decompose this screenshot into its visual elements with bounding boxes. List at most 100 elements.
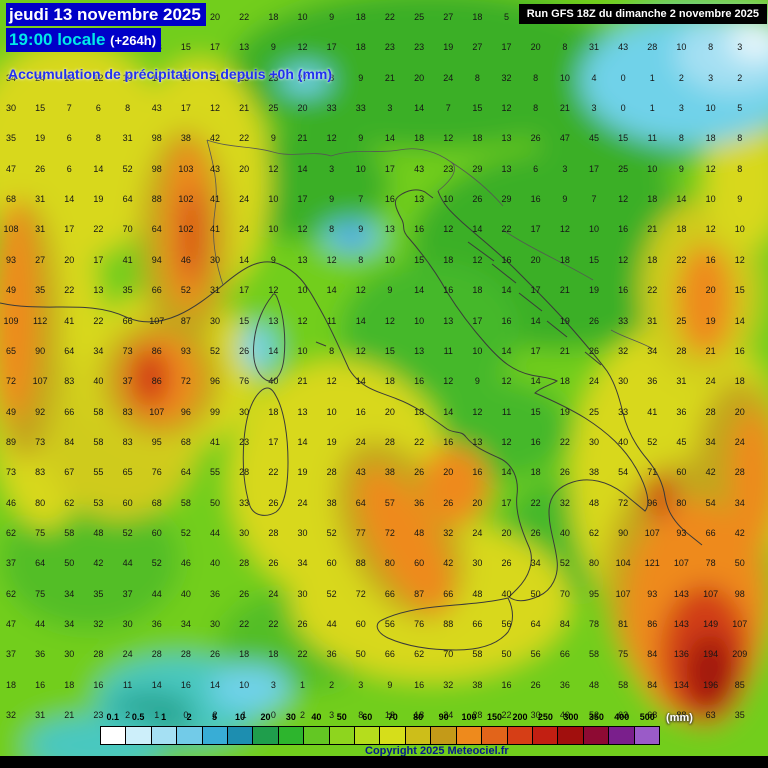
legend-tick-label: 400 (614, 712, 630, 722)
precip-value: 6 (95, 103, 101, 114)
legend-color-cell (558, 727, 584, 744)
precip-value: 20 (734, 406, 745, 417)
precip-value: 33 (239, 497, 250, 508)
precip-value: 41 (122, 254, 133, 265)
precip-value: 22 (297, 649, 308, 660)
precip-value: 14 (151, 679, 162, 690)
precip-value: 45 (588, 133, 600, 144)
precip-value: 34 (5, 72, 17, 83)
precip-value: 11 (443, 345, 453, 356)
precip-value: 15 (530, 406, 541, 417)
precip-value: 12 (501, 376, 512, 387)
precip-value: 24 (35, 72, 46, 83)
precip-value: 3 (329, 710, 335, 721)
precip-value: 16 (443, 436, 454, 447)
legend-tick-label: 90 (438, 712, 449, 722)
precip-value: 47 (5, 163, 17, 174)
precip-value: 17 (530, 224, 541, 235)
precip-value: 12 (559, 224, 570, 235)
precip-value: 53 (93, 497, 104, 508)
precip-value: 22 (414, 436, 425, 447)
legend-tick-label: 0.1 (106, 712, 119, 722)
precip-value: 15 (588, 254, 600, 265)
precip-value: 12 (326, 254, 337, 265)
precip-value: 28 (93, 649, 104, 660)
precip-value: 22 (501, 224, 512, 235)
precip-value: 24 (239, 194, 250, 205)
precip-value: 28 (676, 345, 687, 356)
precip-value: 18 (268, 406, 279, 417)
precip-value: 18 (239, 649, 250, 660)
legend-color-cell (151, 727, 178, 744)
legend-unit-label: (mm) (666, 712, 693, 724)
precip-value: 96 (647, 497, 658, 508)
precip-value: 16 (705, 254, 716, 265)
legend-color-cell (583, 727, 610, 744)
precip-value: 70 (443, 649, 454, 660)
precip-value: 30 (5, 103, 17, 114)
precip-value: 10 (734, 224, 745, 235)
precip-value: 67 (64, 467, 75, 478)
precip-value: 31 (35, 194, 46, 205)
precip-value: 50 (210, 497, 221, 508)
precip-value: 28 (268, 527, 279, 538)
precip-value: 8 (533, 103, 539, 114)
precip-value: 8 (358, 710, 364, 721)
precip-value: 12 (297, 315, 308, 326)
precip-value: 17 (239, 285, 250, 296)
precip-value: 0 (183, 710, 189, 721)
precip-value: 84 (559, 619, 570, 629)
precip-value: 8 (737, 163, 743, 174)
precip-value: 112 (32, 315, 48, 326)
precip-value: 60 (122, 497, 133, 508)
copyright-label: Copyright 2025 Meteociel.fr (365, 745, 509, 757)
precip-value: 14 (443, 406, 454, 417)
precip-value: 76 (239, 376, 250, 387)
precip-value: 11 (122, 679, 133, 690)
precip-value: 64 (122, 194, 133, 205)
precip-value: 0 (620, 103, 626, 114)
precip-value: 24 (443, 710, 454, 721)
precip-value: 18 (530, 467, 541, 478)
precip-value: 2 (299, 710, 306, 721)
precip-value: 14 (501, 467, 512, 478)
precip-value: 6 (533, 163, 539, 174)
precip-value: 18 (5, 679, 17, 690)
precip-value: 20 (501, 527, 512, 538)
precip-value: 12 (355, 345, 366, 356)
precip-value: 9 (474, 376, 480, 387)
precip-value: 26 (530, 133, 541, 144)
precip-value: 18 (384, 376, 395, 387)
precip-value: 30 (239, 406, 250, 417)
precip-value: 21 (297, 133, 308, 144)
precip-value: 3 (562, 163, 568, 174)
precip-value: 56 (384, 619, 395, 629)
precip-value: 48 (414, 527, 425, 538)
precip-value: 3 (387, 103, 393, 114)
precip-value: 107 (673, 558, 689, 569)
precip-value: 26 (414, 467, 425, 478)
precip-value: 11 (647, 133, 657, 144)
precip-value: 17 (501, 497, 512, 508)
precip-value: 28 (326, 467, 337, 478)
legend-color-cell (634, 727, 659, 744)
precip-value: 34 (64, 619, 75, 629)
precip-value: 58 (64, 527, 75, 538)
precip-value: 65 (122, 467, 133, 478)
precip-value: 15 (180, 42, 191, 53)
precip-value: 15 (734, 285, 745, 296)
precip-value: 40 (501, 588, 512, 599)
precip-value: 30 (588, 436, 600, 447)
precip-value: 5 (504, 12, 510, 22)
precip-value: 12 (705, 163, 716, 174)
precip-value: 36 (35, 649, 46, 660)
precip-value: 17 (268, 436, 279, 447)
precip-value: 24 (472, 527, 483, 538)
precip-value: 26 (268, 497, 279, 508)
precip-value: 13 (443, 315, 454, 326)
precip-value: 10 (297, 345, 308, 356)
precip-value: 72 (384, 527, 395, 538)
precip-value: 19 (35, 133, 46, 144)
precip-value: 12 (268, 285, 279, 296)
precip-value: 22 (384, 12, 395, 22)
